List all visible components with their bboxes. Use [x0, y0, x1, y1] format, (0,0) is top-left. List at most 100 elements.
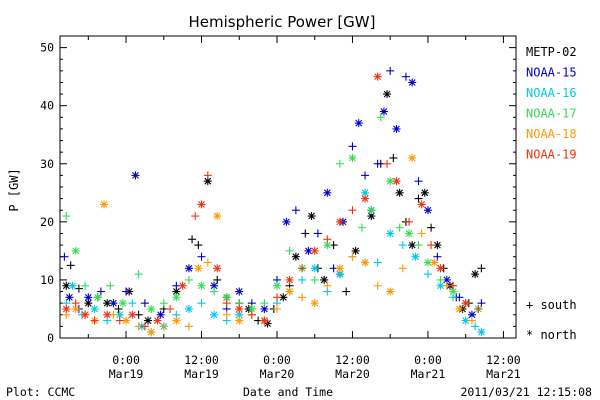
- x-tick-time-label: 0:00: [263, 353, 291, 367]
- data-point-noaa-19-south: [140, 322, 149, 331]
- data-point-metp-02-north: [383, 90, 392, 99]
- data-point-noaa-15-south: [96, 287, 105, 296]
- data-point-metp-02-south: [66, 261, 75, 270]
- footer-plot-source: Plot: CCMC: [6, 385, 75, 399]
- data-point-noaa-17-north: [197, 281, 206, 290]
- data-point-noaa-18-north: [235, 316, 244, 325]
- x-tick-date-label: Mar19: [184, 367, 219, 381]
- data-point-noaa-18-north: [213, 212, 222, 221]
- data-point-metp-02-south: [188, 235, 197, 244]
- legend-entry-noaa-19: NOAA-19: [526, 148, 577, 162]
- data-point-noaa-18-south: [348, 252, 357, 261]
- data-point-noaa-15-north: [323, 188, 332, 197]
- data-point-noaa-15-south: [361, 171, 370, 180]
- data-point-noaa-18-north: [455, 304, 464, 313]
- data-point-noaa-16-south: [298, 275, 307, 284]
- data-point-metp-02-south: [389, 153, 398, 162]
- data-point-noaa-16-north: [411, 252, 420, 261]
- data-point-noaa-15-south: [433, 252, 442, 261]
- data-point-noaa-18-north: [285, 287, 294, 296]
- data-point-noaa-19-south: [272, 293, 281, 302]
- data-point-noaa-17-south: [395, 223, 404, 232]
- marker-legend-south: + south: [526, 298, 577, 312]
- data-point-noaa-19-north: [373, 72, 382, 81]
- x-tick-time-label: 12:00: [335, 353, 370, 367]
- x-axis: 0:00Mar1912:00Mar190:00Mar2012:00Mar200:…: [87, 36, 521, 381]
- data-point-noaa-17-south: [81, 281, 90, 290]
- data-point-noaa-19-south: [383, 159, 392, 168]
- data-point-noaa-16-south: [471, 322, 480, 331]
- data-point-noaa-19-north: [417, 200, 426, 209]
- data-point-noaa-18-south: [373, 281, 382, 290]
- scatter-points: [60, 66, 486, 337]
- data-point-noaa-17-north: [449, 287, 458, 296]
- x-tick-date-label: Mar20: [335, 367, 370, 381]
- data-point-noaa-19-south: [247, 310, 256, 319]
- x-tick-time-label: 0:00: [112, 353, 140, 367]
- data-point-noaa-19-south: [222, 299, 231, 308]
- data-point-noaa-16-north: [310, 264, 319, 273]
- data-point-noaa-17-south: [210, 287, 219, 296]
- data-point-noaa-17-north: [348, 153, 357, 162]
- data-point-noaa-19-north: [392, 177, 401, 186]
- data-point-noaa-19-north: [197, 200, 206, 209]
- x-tick-date-label: Mar21: [411, 367, 446, 381]
- data-point-noaa-15-north: [392, 124, 401, 133]
- data-point-noaa-16-south: [128, 299, 137, 308]
- data-point-metp-02-south: [194, 241, 203, 250]
- data-point-noaa-17-south: [134, 270, 143, 279]
- data-point-metp-02-south: [114, 304, 123, 313]
- data-point-noaa-15-north: [156, 310, 165, 319]
- data-point-noaa-19-north: [62, 304, 71, 313]
- data-point-metp-02-north: [144, 316, 153, 325]
- data-point-metp-02-south: [414, 194, 423, 203]
- x-tick-date-label: Mar21: [486, 367, 521, 381]
- data-point-metp-02-north: [279, 293, 288, 302]
- data-point-noaa-15-south: [386, 66, 395, 75]
- data-point-noaa-17-north: [272, 281, 281, 290]
- data-point-metp-02-north: [291, 252, 300, 261]
- data-point-noaa-19-north: [128, 310, 137, 319]
- data-point-noaa-19-north: [285, 275, 294, 284]
- data-point-noaa-15-north: [109, 299, 118, 308]
- data-point-noaa-17-north: [93, 293, 102, 302]
- data-point-metp-02-north: [408, 241, 417, 250]
- y-tick-label: 0: [47, 331, 54, 345]
- data-point-noaa-15-north: [354, 119, 363, 128]
- data-point-metp-02-north: [433, 241, 442, 250]
- data-point-noaa-17-south: [184, 275, 193, 284]
- data-point-noaa-19-south: [71, 299, 80, 308]
- data-point-metp-02-south: [342, 287, 351, 296]
- data-point-noaa-15-north: [65, 293, 74, 302]
- data-point-noaa-19-south: [405, 217, 414, 226]
- data-point-metp-02-north: [367, 212, 376, 221]
- chart-title: Hemispheric Power [GW]: [189, 13, 376, 31]
- data-point-noaa-19-south: [427, 241, 436, 250]
- data-point-metp-02-south: [74, 284, 83, 293]
- data-point-noaa-15-south: [291, 206, 300, 215]
- data-point-noaa-15-north: [235, 287, 244, 296]
- x-tick-time-label: 0:00: [414, 353, 442, 367]
- data-point-noaa-17-south: [335, 159, 344, 168]
- data-point-noaa-18-north: [408, 153, 417, 162]
- data-point-noaa-17-north: [386, 177, 395, 186]
- data-point-noaa-16-south: [373, 258, 382, 267]
- data-point-noaa-17-north: [118, 299, 127, 308]
- y-axis: 0 10 20 30 40 50: [40, 41, 516, 345]
- data-point-noaa-19-north: [153, 316, 162, 325]
- data-point-noaa-18-south: [184, 322, 193, 331]
- legend-entry-metp-02: METP-02: [526, 45, 577, 59]
- legend-entry-noaa-16: NOAA-16: [526, 86, 577, 100]
- data-point-noaa-18-north: [361, 258, 370, 267]
- data-point-noaa-19-north: [235, 304, 244, 313]
- data-point-noaa-15-south: [197, 252, 206, 261]
- data-point-noaa-19-north: [178, 281, 187, 290]
- x-tick-time-label: 12:00: [486, 353, 521, 367]
- data-point-noaa-19-north: [213, 264, 222, 273]
- data-point-noaa-18-south: [222, 310, 231, 319]
- data-point-noaa-18-south: [467, 316, 476, 325]
- data-point-noaa-17-south: [285, 246, 294, 255]
- data-point-noaa-15-south: [477, 299, 486, 308]
- legend-entry-noaa-15: NOAA-15: [526, 66, 577, 80]
